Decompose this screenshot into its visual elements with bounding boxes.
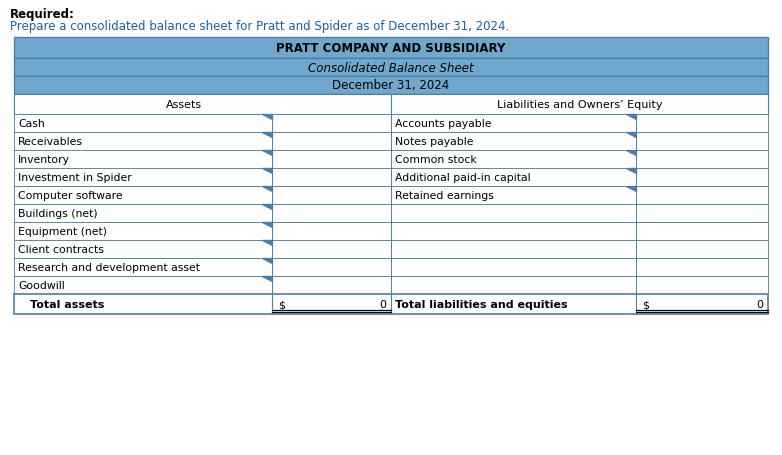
Bar [14, 151, 768, 169]
Bar [14, 77, 768, 95]
Text: Retained earnings: Retained earnings [395, 191, 494, 201]
Text: Computer software: Computer software [18, 191, 123, 201]
Text: 0: 0 [379, 299, 386, 309]
Text: Total liabilities and equities: Total liabilities and equities [395, 299, 568, 309]
Bar [14, 222, 768, 241]
Polygon shape [262, 151, 272, 156]
Polygon shape [626, 151, 636, 156]
Bar [14, 187, 768, 205]
Text: Investment in Spider: Investment in Spider [18, 172, 131, 182]
Polygon shape [262, 187, 272, 192]
Text: Buildings (net): Buildings (net) [18, 208, 98, 218]
Polygon shape [262, 115, 272, 120]
Bar [14, 59, 768, 77]
Text: Required:: Required: [10, 8, 75, 21]
Text: $: $ [642, 299, 649, 309]
Text: Prepare a consolidated balance sheet for Pratt and Spider as of December 31, 202: Prepare a consolidated balance sheet for… [10, 20, 509, 33]
Bar [14, 258, 768, 276]
Polygon shape [626, 169, 636, 174]
Text: Assets: Assets [166, 100, 202, 110]
Polygon shape [262, 258, 272, 263]
Polygon shape [626, 115, 636, 120]
Text: December 31, 2024: December 31, 2024 [332, 79, 450, 92]
Bar [14, 95, 768, 115]
Polygon shape [626, 187, 636, 192]
Polygon shape [262, 169, 272, 174]
Text: Client contracts: Client contracts [18, 244, 104, 254]
Text: Accounts payable: Accounts payable [395, 119, 492, 129]
Polygon shape [262, 222, 272, 228]
Bar [14, 38, 768, 59]
Text: Additional paid-in capital: Additional paid-in capital [395, 172, 531, 182]
Text: Common stock: Common stock [395, 155, 477, 165]
Bar [14, 115, 768, 133]
Bar [14, 276, 768, 294]
Text: Goodwill: Goodwill [18, 280, 65, 290]
Bar [14, 205, 768, 222]
Bar [14, 241, 768, 258]
Text: Inventory: Inventory [18, 155, 70, 165]
Polygon shape [626, 133, 636, 138]
Text: Total assets: Total assets [30, 299, 104, 309]
Text: Liabilities and Owners’ Equity: Liabilities and Owners’ Equity [497, 100, 662, 110]
Text: $: $ [278, 299, 285, 309]
Text: Receivables: Receivables [18, 136, 83, 147]
Polygon shape [262, 241, 272, 245]
Text: Research and development asset: Research and development asset [18, 263, 200, 273]
Bar [14, 169, 768, 187]
Polygon shape [262, 205, 272, 210]
Polygon shape [262, 276, 272, 281]
Text: Equipment (net): Equipment (net) [18, 227, 107, 237]
Bar [14, 294, 768, 314]
Text: PRATT COMPANY AND SUBSIDIARY: PRATT COMPANY AND SUBSIDIARY [276, 42, 506, 55]
Text: Notes payable: Notes payable [395, 136, 473, 147]
Text: Cash: Cash [18, 119, 45, 129]
Text: 0: 0 [756, 299, 763, 309]
Polygon shape [262, 133, 272, 138]
Bar [14, 133, 768, 151]
Text: Consolidated Balance Sheet: Consolidated Balance Sheet [308, 61, 474, 74]
